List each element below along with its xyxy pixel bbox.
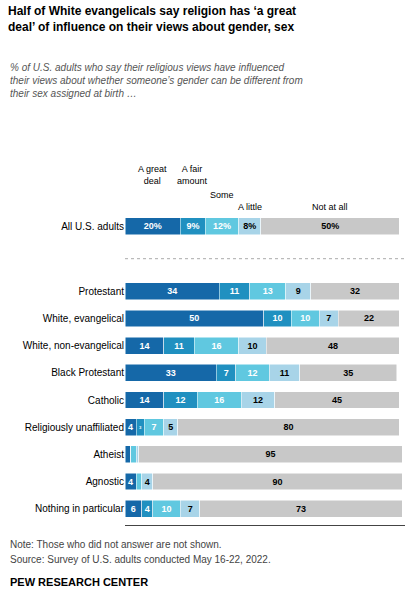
svg-text:6: 6 — [131, 504, 136, 514]
svg-text:14: 14 — [139, 341, 149, 351]
svg-text:4: 4 — [128, 422, 133, 432]
svg-text:32: 32 — [350, 286, 360, 296]
svg-text:9%: 9% — [186, 221, 199, 231]
svg-text:50: 50 — [189, 313, 199, 323]
svg-text:4: 4 — [145, 504, 150, 514]
svg-text:11: 11 — [230, 286, 240, 296]
svg-text:A little: A little — [238, 202, 262, 212]
svg-text:White, evangelical: White, evangelical — [43, 313, 124, 324]
svg-text:5: 5 — [168, 422, 173, 432]
svg-text:Protestant: Protestant — [78, 286, 124, 297]
svg-text:50%: 50% — [321, 221, 339, 231]
svg-text:14: 14 — [139, 395, 149, 405]
svg-text:Half of White evangelicals say: Half of White evangelicals say religion … — [8, 4, 296, 34]
svg-text:12: 12 — [253, 395, 263, 405]
svg-text:7: 7 — [188, 504, 193, 514]
svg-text:Black Protestant: Black Protestant — [51, 367, 124, 378]
svg-text:33: 33 — [166, 368, 176, 378]
svg-text:22: 22 — [364, 313, 374, 323]
svg-text:95: 95 — [266, 449, 276, 459]
svg-text:16: 16 — [211, 341, 221, 351]
svg-text:73: 73 — [296, 504, 306, 514]
svg-text:7: 7 — [152, 422, 157, 432]
svg-text:All U.S. adults: All U.S. adults — [61, 221, 124, 232]
svg-text:45: 45 — [332, 395, 342, 405]
svg-text:12: 12 — [248, 368, 258, 378]
svg-text:4: 4 — [145, 477, 150, 487]
svg-text:12%: 12% — [213, 221, 231, 231]
svg-text:11: 11 — [174, 341, 184, 351]
svg-text:11: 11 — [280, 368, 290, 378]
svg-text:A fairamount: A fairamount — [177, 164, 208, 186]
svg-text:10: 10 — [162, 504, 172, 514]
svg-text:48: 48 — [328, 341, 338, 351]
svg-text:White, non-evangelical: White, non-evangelical — [23, 340, 124, 351]
svg-text:10: 10 — [248, 341, 258, 351]
svg-text:Source: Survey of U.S. adults: Source: Survey of U.S. adults conducted … — [10, 554, 271, 565]
svg-text:7: 7 — [224, 368, 229, 378]
svg-text:20%: 20% — [144, 221, 162, 231]
svg-text:35: 35 — [343, 368, 353, 378]
svg-text:Not at all: Not at all — [312, 202, 348, 212]
svg-text:4: 4 — [128, 477, 133, 487]
svg-text:PEW RESEARCH CENTER: PEW RESEARCH CENTER — [10, 576, 148, 588]
svg-text:Nothing in particular: Nothing in particular — [35, 503, 125, 514]
svg-text:90: 90 — [272, 477, 282, 487]
svg-text:% of U.S. adults who say their: % of U.S. adults who say their religious… — [10, 62, 303, 99]
svg-text:80: 80 — [284, 422, 294, 432]
svg-text:Some: Some — [210, 190, 234, 200]
svg-text:9: 9 — [296, 286, 301, 296]
svg-text:13: 13 — [263, 286, 273, 296]
svg-text:7: 7 — [326, 313, 331, 323]
svg-text:12: 12 — [175, 395, 185, 405]
svg-text:Agnostic: Agnostic — [86, 476, 124, 487]
svg-text:Note: Those who did not answer: Note: Those who did not answer are not s… — [10, 539, 222, 550]
svg-text:Catholic: Catholic — [88, 395, 124, 406]
svg-text:3: 3 — [139, 425, 142, 430]
svg-text:16: 16 — [214, 395, 224, 405]
svg-text:Atheist: Atheist — [93, 449, 124, 460]
svg-text:8%: 8% — [243, 221, 256, 231]
svg-text:Religiously unaffiliated: Religiously unaffiliated — [25, 422, 124, 433]
svg-text:34: 34 — [167, 286, 177, 296]
svg-text:10: 10 — [300, 313, 310, 323]
svg-text:A greatdeal: A greatdeal — [138, 164, 167, 186]
svg-text:10: 10 — [272, 313, 282, 323]
